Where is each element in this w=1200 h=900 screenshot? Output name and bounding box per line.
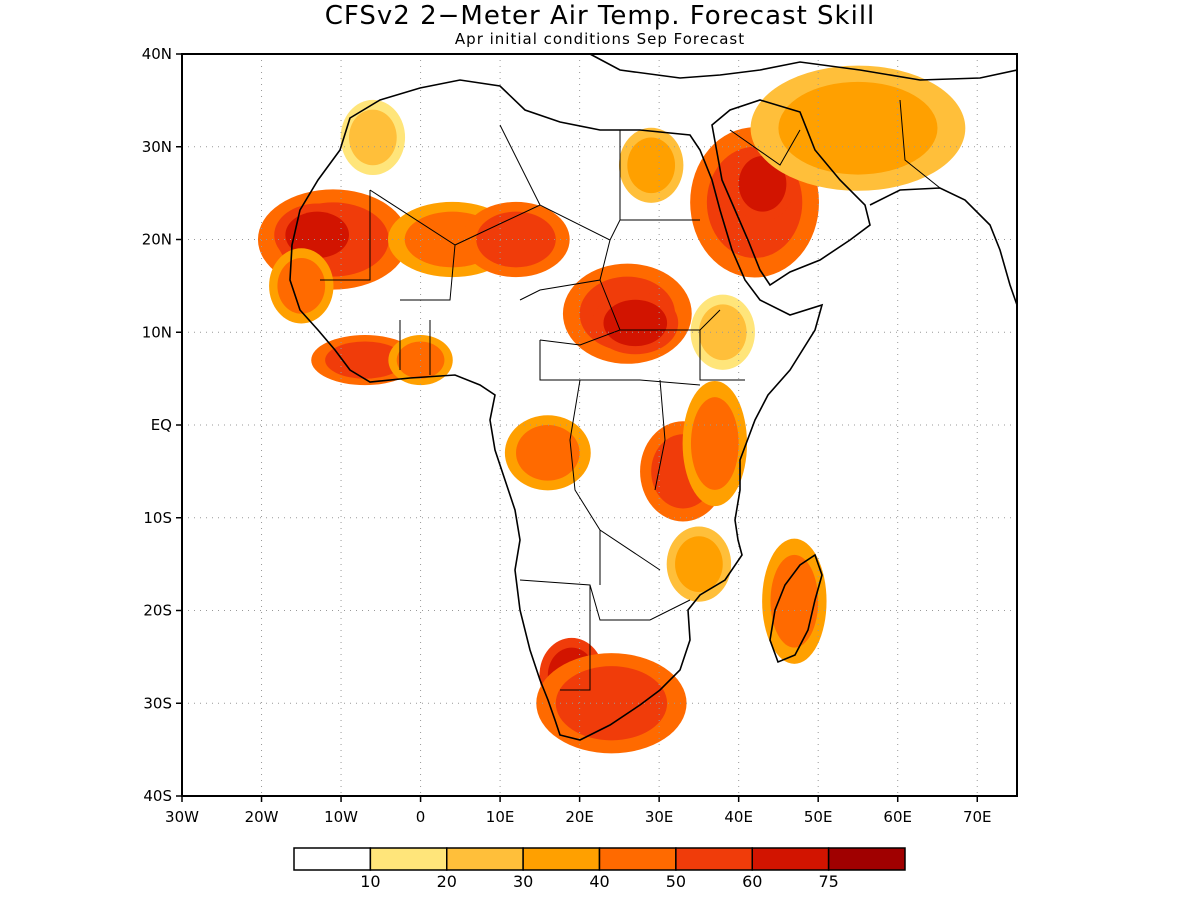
colorbar-swatch <box>446 847 524 871</box>
lon-tick-label: 20W <box>245 808 279 826</box>
lat-tick-label: 40S <box>143 787 172 805</box>
colorbar-label: 40 <box>589 872 609 891</box>
lon-tick-label: 60E <box>883 808 912 826</box>
colorbar-swatch <box>827 847 906 871</box>
border-lake-region <box>654 379 666 491</box>
colorbar-swatch <box>675 847 753 871</box>
skill-region-arabia-core <box>738 156 787 212</box>
axis-ticks: 30W 20W 10W 0 10E 20E 30E 40E 50E 60E 70E 40N 30N 20N… <box>142 45 992 826</box>
colorbar-swatch <box>598 847 677 871</box>
lat-tick-label: 20N <box>142 231 172 249</box>
lat-tick-label: 10N <box>142 323 172 341</box>
lat-tick-label: 20S <box>143 602 172 620</box>
border-angola-south <box>519 579 691 621</box>
skill-region-kenya <box>690 397 739 490</box>
colorbar-label: 20 <box>437 872 457 891</box>
map-subtitle: Apr initial conditions Sep Forecast <box>455 30 745 48</box>
colorbar-label: 10 <box>360 872 380 891</box>
lon-tick-label: 10W <box>324 808 358 826</box>
lon-tick-label: 30W <box>165 808 199 826</box>
arabia-coastline <box>711 99 871 287</box>
skill-shading-layer <box>257 65 966 754</box>
skill-region-iran <box>778 81 938 175</box>
colorbar-label: 75 <box>818 872 838 891</box>
border-namibia <box>560 585 591 691</box>
colorbar-swatch <box>522 847 601 871</box>
border-chad-north <box>609 219 621 241</box>
colorbar-swatch <box>369 847 448 871</box>
lon-tick-label: 10E <box>486 808 515 826</box>
lon-tick-label: 70E <box>963 808 992 826</box>
colorbar: 10 20 30 40 50 60 75 <box>293 847 906 891</box>
border-drc-west <box>569 379 661 571</box>
africa-coastline <box>289 79 824 741</box>
colorbar-label: 60 <box>742 872 762 891</box>
border-mali <box>369 189 456 301</box>
madagascar-coastline <box>769 553 823 664</box>
skill-region-sudan-core <box>603 299 668 347</box>
lat-tick-label: 30N <box>142 138 172 156</box>
skill-region-libya-east <box>627 137 676 194</box>
lon-tick-label: 0 <box>416 808 426 826</box>
border-mauritania <box>320 190 371 281</box>
map-title: CFSv2 2−Meter Air Temp. Forecast Skill <box>325 1 876 31</box>
coastline-outlines <box>289 53 1018 741</box>
map-area: 30W 20W 10W 0 10E 20E 30E 40E 50E 60E 70E 40N 30N 20N… <box>142 45 1018 826</box>
lon-tick-label: 30E <box>645 808 674 826</box>
eurasia-coastline <box>589 53 1018 81</box>
lon-tick-label: 50E <box>804 808 833 826</box>
border-iraq <box>729 129 801 166</box>
lat-tick-label: 40N <box>142 45 172 63</box>
skill-region-south-africa <box>555 666 668 741</box>
lon-tick-label: 40E <box>724 808 753 826</box>
border-iran-afghanistan <box>899 99 941 189</box>
skill-region-guinea-coast <box>325 341 405 379</box>
colorbar-label: 30 <box>513 872 533 891</box>
border-ethiopia <box>699 330 745 381</box>
iran-india-coastline <box>869 187 1018 306</box>
lat-tick-label: 10S <box>143 509 172 527</box>
colorbar-swatch <box>751 847 830 871</box>
skill-region-mozambique <box>675 536 723 592</box>
skill-region-west-sahara-core <box>285 211 350 259</box>
colorbar-label: 50 <box>666 872 686 891</box>
skill-region-madagascar <box>770 554 819 648</box>
border-chad-south <box>539 279 621 346</box>
lat-tick-label: EQ <box>151 416 172 434</box>
country-borders <box>320 99 941 691</box>
lat-tick-label: 30S <box>143 694 172 712</box>
skill-region-mauritania-coast <box>277 258 326 314</box>
colorbar-swatch <box>293 847 372 871</box>
border-algeria-libya <box>499 124 541 206</box>
skill-region-congo <box>516 425 580 481</box>
lon-tick-label: 20E <box>565 808 594 826</box>
skill-region-morocco <box>349 109 397 166</box>
border-niger <box>454 204 611 301</box>
graticule <box>182 54 1017 796</box>
